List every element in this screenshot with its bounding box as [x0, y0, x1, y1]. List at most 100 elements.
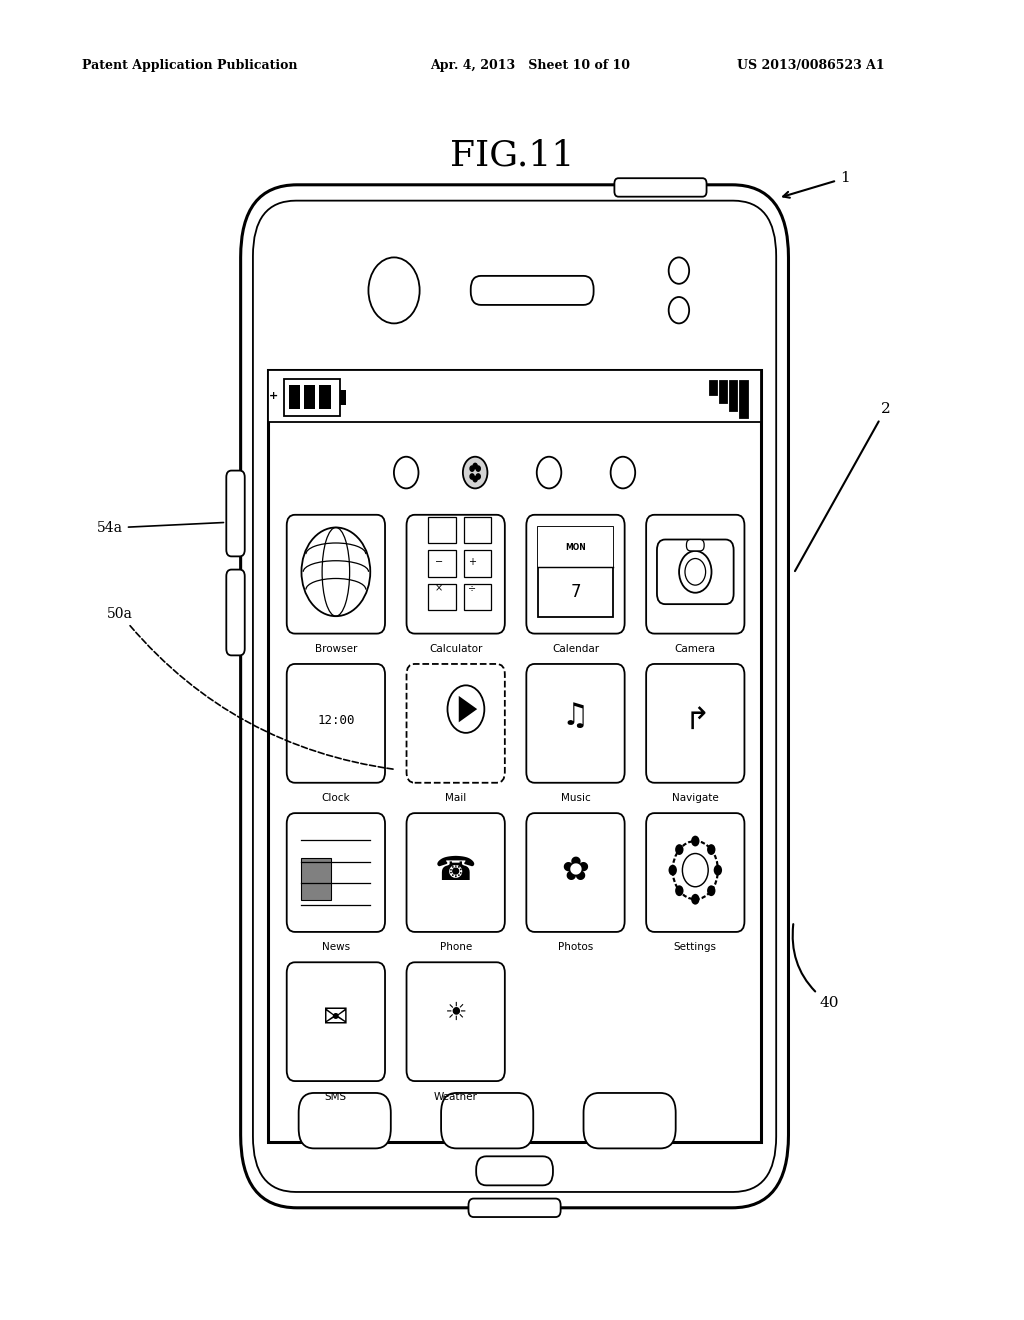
- Text: SMS: SMS: [325, 1092, 347, 1102]
- Text: Calendar: Calendar: [552, 644, 599, 655]
- Text: +: +: [269, 391, 279, 401]
- Text: Apr. 4, 2013   Sheet 10 of 10: Apr. 4, 2013 Sheet 10 of 10: [430, 59, 630, 73]
- FancyBboxPatch shape: [226, 570, 245, 655]
- Text: Clock: Clock: [322, 793, 350, 804]
- Bar: [710, 381, 717, 395]
- FancyBboxPatch shape: [407, 515, 505, 634]
- Circle shape: [369, 257, 420, 323]
- Text: ☎: ☎: [435, 854, 476, 887]
- Bar: [464, 550, 492, 577]
- Circle shape: [394, 457, 419, 488]
- FancyBboxPatch shape: [468, 1199, 561, 1217]
- Bar: [301, 858, 331, 900]
- Bar: [340, 389, 346, 405]
- Bar: [428, 517, 456, 544]
- Circle shape: [610, 457, 635, 488]
- Circle shape: [714, 865, 722, 875]
- Circle shape: [470, 474, 474, 479]
- Text: Mail: Mail: [445, 793, 466, 804]
- FancyBboxPatch shape: [657, 540, 733, 605]
- Bar: [464, 583, 492, 610]
- Bar: [304, 385, 315, 409]
- FancyBboxPatch shape: [646, 813, 744, 932]
- Bar: [539, 527, 612, 616]
- Circle shape: [476, 466, 480, 471]
- Text: Music: Music: [560, 793, 591, 804]
- Text: Weather: Weather: [434, 1092, 477, 1102]
- Circle shape: [463, 457, 487, 488]
- FancyBboxPatch shape: [241, 185, 788, 1208]
- Circle shape: [707, 886, 716, 896]
- FancyBboxPatch shape: [287, 962, 385, 1081]
- Text: FIG.11: FIG.11: [450, 139, 574, 173]
- Text: US 2013/0086523 A1: US 2013/0086523 A1: [737, 59, 885, 73]
- FancyBboxPatch shape: [584, 1093, 676, 1148]
- Text: Patent Application Publication: Patent Application Publication: [82, 59, 297, 73]
- Bar: [539, 527, 612, 568]
- Circle shape: [685, 558, 706, 585]
- FancyBboxPatch shape: [299, 1093, 391, 1148]
- Circle shape: [691, 836, 699, 846]
- Text: ×: ×: [435, 583, 443, 594]
- Text: ÷: ÷: [468, 583, 476, 594]
- Text: 7: 7: [570, 582, 581, 601]
- Bar: [284, 379, 340, 416]
- FancyBboxPatch shape: [407, 664, 505, 783]
- Circle shape: [669, 297, 689, 323]
- Circle shape: [675, 845, 684, 855]
- Polygon shape: [459, 696, 477, 722]
- FancyBboxPatch shape: [646, 664, 744, 783]
- Text: ✉: ✉: [324, 1005, 348, 1034]
- Text: Navigate: Navigate: [672, 793, 719, 804]
- Bar: [464, 517, 492, 544]
- Circle shape: [669, 865, 677, 875]
- Circle shape: [537, 457, 561, 488]
- Text: ☀: ☀: [444, 1001, 467, 1026]
- Circle shape: [691, 894, 699, 904]
- Text: +: +: [468, 557, 476, 568]
- Text: 40: 40: [793, 924, 839, 1010]
- FancyBboxPatch shape: [226, 471, 245, 557]
- Bar: [289, 385, 300, 409]
- Circle shape: [447, 685, 484, 733]
- Text: Phone: Phone: [439, 942, 472, 953]
- FancyBboxPatch shape: [407, 813, 505, 932]
- Circle shape: [473, 463, 477, 469]
- FancyBboxPatch shape: [287, 813, 385, 932]
- Circle shape: [301, 528, 371, 616]
- Text: 50a: 50a: [108, 607, 393, 770]
- Text: Browser: Browser: [314, 644, 357, 655]
- FancyBboxPatch shape: [287, 515, 385, 634]
- FancyBboxPatch shape: [441, 1093, 534, 1148]
- Text: Settings: Settings: [674, 942, 717, 953]
- Text: News: News: [322, 942, 350, 953]
- Text: 54a: 54a: [97, 521, 223, 535]
- Circle shape: [679, 550, 712, 593]
- Bar: [268, 370, 761, 422]
- FancyBboxPatch shape: [686, 540, 705, 550]
- Bar: [730, 381, 737, 411]
- Text: ♫: ♫: [562, 702, 589, 731]
- FancyBboxPatch shape: [407, 962, 505, 1081]
- Circle shape: [473, 477, 477, 482]
- Circle shape: [675, 886, 684, 896]
- Text: 1: 1: [783, 172, 850, 198]
- Text: 2: 2: [795, 403, 891, 572]
- Text: Calculator: Calculator: [429, 644, 482, 655]
- Bar: [319, 385, 331, 409]
- FancyBboxPatch shape: [646, 515, 744, 634]
- FancyBboxPatch shape: [526, 515, 625, 634]
- Text: −: −: [435, 557, 443, 568]
- FancyBboxPatch shape: [614, 178, 707, 197]
- Bar: [428, 583, 456, 610]
- Text: Camera: Camera: [675, 644, 716, 655]
- FancyBboxPatch shape: [526, 664, 625, 783]
- Circle shape: [707, 845, 716, 855]
- Bar: [720, 381, 727, 403]
- FancyBboxPatch shape: [526, 813, 625, 932]
- Circle shape: [470, 466, 474, 471]
- Text: MON: MON: [565, 543, 586, 552]
- Text: 12:00: 12:00: [317, 714, 354, 727]
- Text: ✿: ✿: [561, 854, 590, 887]
- Circle shape: [682, 854, 709, 887]
